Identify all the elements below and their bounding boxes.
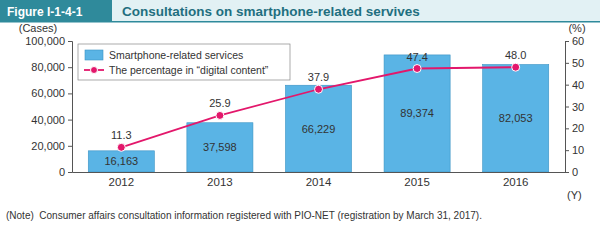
- tick: 2012: [109, 176, 135, 188]
- tick-label: 60,000: [31, 87, 65, 99]
- tick: 40,000: [31, 114, 72, 126]
- tick-mark: [68, 120, 72, 121]
- tick: 0: [565, 166, 578, 178]
- bar: [187, 123, 253, 172]
- tick-mark: [565, 172, 569, 173]
- tick-label: 2015: [404, 176, 430, 188]
- banner-bg: [0, 0, 600, 22]
- tick-label: 50: [572, 57, 584, 69]
- tick-mark: [565, 128, 569, 129]
- tick-label: 2012: [109, 176, 135, 188]
- marker: [315, 85, 323, 93]
- plot-marks: [88, 55, 548, 172]
- tick-label: 0: [572, 166, 578, 178]
- y2-axis-title: (%): [568, 22, 585, 34]
- data-label: 37,598: [203, 141, 237, 153]
- axis-line: [68, 42, 73, 173]
- tick-label: 0: [59, 166, 65, 178]
- marker: [216, 111, 224, 119]
- tick: 10: [565, 144, 584, 156]
- data-label: 25.9: [209, 97, 230, 109]
- bar: [483, 65, 549, 172]
- data-label: 48.0: [505, 49, 526, 61]
- chart: Figure I-1-4-1 Consultations on smartphon…: [0, 0, 600, 229]
- data-label: 89,374: [400, 107, 434, 119]
- tick-label: 2013: [207, 176, 233, 188]
- tick: 30: [565, 101, 584, 113]
- figure-label-bg: [0, 0, 112, 22]
- tick-mark: [68, 93, 72, 94]
- data-label: 37.9: [308, 71, 329, 83]
- y-axis: 0 20,000 40,000 60,000 80,000 100,000: [25, 35, 72, 178]
- data-label: 47.4: [406, 51, 427, 63]
- marker: [413, 65, 421, 73]
- legend-swatch: [85, 50, 103, 60]
- data-label: 16,163: [104, 155, 138, 167]
- tick: 100,000: [25, 35, 72, 47]
- tick: 0: [59, 166, 72, 178]
- tick-mark: [565, 85, 569, 86]
- tick-label: 2016: [503, 176, 529, 188]
- tick-mark: [68, 41, 72, 42]
- tick: 2013: [207, 176, 233, 188]
- tick: 60,000: [31, 87, 72, 99]
- tick: 20: [565, 122, 584, 134]
- tick-label: 20,000: [31, 140, 65, 152]
- data-label: 66,229: [302, 123, 336, 135]
- tick: 20,000: [31, 140, 72, 152]
- tick-mark: [68, 67, 72, 68]
- tick: 2015: [404, 176, 430, 188]
- tick-mark: [565, 41, 569, 42]
- data-labels: 16,163 37,598 66,229 89,374 82,053 11.3 25.9 37…: [104, 49, 532, 167]
- tick: 2016: [503, 176, 529, 188]
- data-label: 82,053: [499, 112, 533, 124]
- axis-line: [566, 42, 570, 173]
- tick: 40: [565, 79, 584, 91]
- legend-box: [78, 44, 290, 80]
- title: Consultations on smartphone-related serv…: [122, 4, 420, 19]
- tick: 50: [565, 57, 584, 69]
- banner: Figure I-1-4-1 Consultations on smartphon…: [0, 0, 600, 23]
- tick-label: 100,000: [25, 35, 65, 47]
- tick-label: 60: [572, 35, 584, 47]
- axis-line: [73, 172, 566, 173]
- tick-mark: [68, 172, 72, 173]
- tick: 60: [565, 35, 584, 47]
- tick-mark: [565, 150, 569, 151]
- y2-axis: 0 10 20 30 40 50 60: [565, 35, 584, 178]
- tick-mark: [68, 146, 72, 147]
- legend-label: The percentage in “digital content”: [109, 64, 269, 76]
- tick: 2014: [306, 176, 332, 188]
- tick-label: 80,000: [31, 61, 65, 73]
- x-axis: 2012 2013 2014 2015 2016: [73, 173, 566, 189]
- tick-label: 40,000: [31, 114, 65, 126]
- tick: 80,000: [31, 61, 72, 73]
- figure-label: Figure I-1-4-1: [7, 5, 83, 19]
- x-axis-title: (Y): [567, 189, 582, 201]
- marker: [117, 143, 125, 151]
- data-label: 11.3: [111, 129, 132, 141]
- tick-label: 10: [572, 144, 584, 156]
- tick-mark: [565, 107, 569, 108]
- tick-label: 30: [572, 101, 584, 113]
- marker: [512, 63, 520, 71]
- tick-label: 20: [572, 122, 584, 134]
- bar: [88, 151, 154, 172]
- legend-label: Smartphone-related services: [109, 49, 243, 61]
- tick-mark: [565, 63, 569, 64]
- y-axis-title: (Cases): [19, 22, 58, 34]
- note: (Note) Consumer affairs consultation inf…: [6, 210, 482, 221]
- tick-label: 40: [572, 79, 584, 91]
- bar: [285, 85, 351, 172]
- banner-rule: [0, 21, 600, 23]
- legend: Smartphone-related services The percentag…: [78, 44, 290, 80]
- legend-marker: [91, 67, 98, 74]
- tick-label: 2014: [306, 176, 332, 188]
